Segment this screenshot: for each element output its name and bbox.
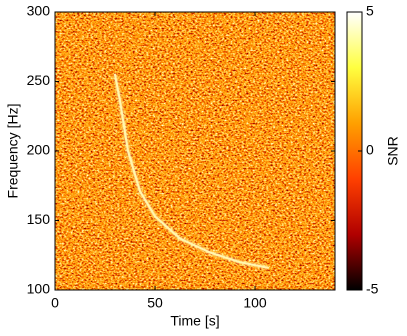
colorbar-label: SNR [385,136,401,166]
colorbar-tick-label: 0 [366,142,374,158]
y-tick-label: 150 [27,211,51,227]
y-tick-label: 100 [27,281,51,297]
x-axis-label: Time [s] [170,313,219,329]
colorbar-tick-label: 5 [366,3,374,19]
x-tick-label: 0 [51,295,59,311]
colorbar-tick-label: -5 [366,281,379,297]
x-tick-label: 50 [147,295,163,311]
y-tick-label: 200 [27,142,51,158]
line [114,73,269,269]
noise-background [55,12,335,290]
x-tick-label: 100 [243,295,267,311]
y-tick-label: 250 [27,72,51,88]
y-axis-label: Frequency [Hz] [5,104,21,199]
y-tick-label: 300 [27,3,51,19]
